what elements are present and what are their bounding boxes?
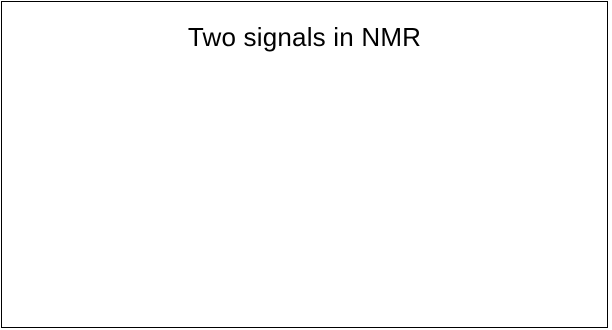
card-title: Two signals in NMR [187, 22, 422, 52]
